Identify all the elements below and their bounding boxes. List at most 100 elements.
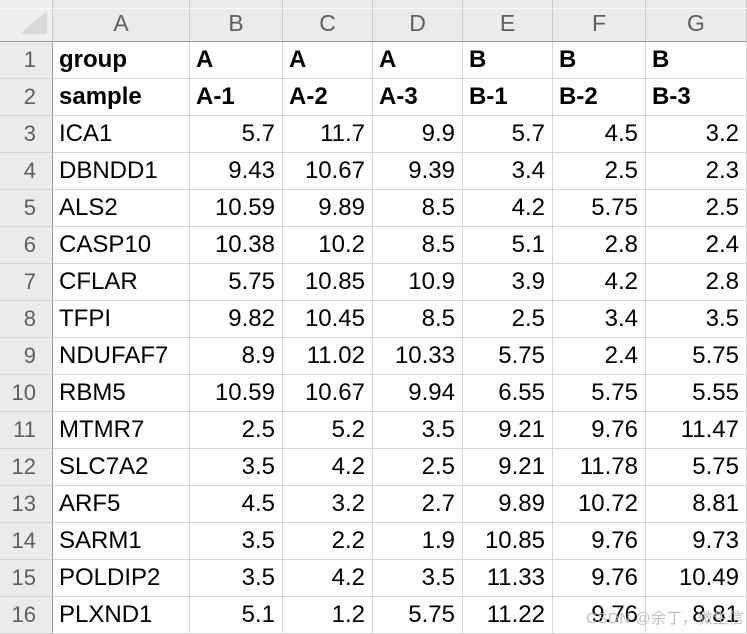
cell-A2[interactable]: sample — [53, 79, 190, 116]
cell-G14[interactable]: 9.73 — [646, 523, 747, 560]
cell-B12[interactable]: 3.5 — [190, 449, 283, 486]
cell-D5[interactable]: 8.5 — [373, 190, 463, 227]
cell-E8[interactable]: 2.5 — [463, 301, 553, 338]
cell-C15[interactable]: 4.2 — [283, 560, 373, 597]
cell-D8[interactable]: 8.5 — [373, 301, 463, 338]
cell-B10[interactable]: 10.59 — [190, 375, 283, 412]
cell-E12[interactable]: 9.21 — [463, 449, 553, 486]
cell-A7[interactable]: CFLAR — [53, 264, 190, 301]
cell-G16[interactable]: 8.81 — [646, 597, 747, 634]
cell-D16[interactable]: 5.75 — [373, 597, 463, 634]
column-header-B[interactable]: B — [190, 0, 283, 42]
cell-D13[interactable]: 2.7 — [373, 486, 463, 523]
column-header-F[interactable]: F — [553, 0, 646, 42]
cell-D1[interactable]: A — [373, 42, 463, 79]
cell-C8[interactable]: 10.45 — [283, 301, 373, 338]
cell-E2[interactable]: B-1 — [463, 79, 553, 116]
cell-F15[interactable]: 9.76 — [553, 560, 646, 597]
cell-D11[interactable]: 3.5 — [373, 412, 463, 449]
cell-A13[interactable]: ARF5 — [53, 486, 190, 523]
cell-A4[interactable]: DBNDD1 — [53, 153, 190, 190]
cell-F14[interactable]: 9.76 — [553, 523, 646, 560]
cell-B15[interactable]: 3.5 — [190, 560, 283, 597]
row-header-2[interactable]: 2 — [0, 79, 53, 116]
cell-F8[interactable]: 3.4 — [553, 301, 646, 338]
cell-A15[interactable]: POLDIP2 — [53, 560, 190, 597]
cell-A10[interactable]: RBM5 — [53, 375, 190, 412]
cell-A16[interactable]: PLXND1 — [53, 597, 190, 634]
cell-D4[interactable]: 9.39 — [373, 153, 463, 190]
cell-D10[interactable]: 9.94 — [373, 375, 463, 412]
cell-A14[interactable]: SARM1 — [53, 523, 190, 560]
row-header-5[interactable]: 5 — [0, 190, 53, 227]
cell-B11[interactable]: 2.5 — [190, 412, 283, 449]
cell-E5[interactable]: 4.2 — [463, 190, 553, 227]
row-header-1[interactable]: 1 — [0, 42, 53, 79]
cell-C16[interactable]: 1.2 — [283, 597, 373, 634]
row-header-3[interactable]: 3 — [0, 116, 53, 153]
cell-E1[interactable]: B — [463, 42, 553, 79]
row-header-15[interactable]: 15 — [0, 560, 53, 597]
cell-E6[interactable]: 5.1 — [463, 227, 553, 264]
cell-E15[interactable]: 11.33 — [463, 560, 553, 597]
cell-B14[interactable]: 3.5 — [190, 523, 283, 560]
cell-D12[interactable]: 2.5 — [373, 449, 463, 486]
cell-E10[interactable]: 6.55 — [463, 375, 553, 412]
cell-B5[interactable]: 10.59 — [190, 190, 283, 227]
cell-A9[interactable]: NDUFAF7 — [53, 338, 190, 375]
cell-D9[interactable]: 10.33 — [373, 338, 463, 375]
cell-G2[interactable]: B-3 — [646, 79, 747, 116]
cell-E14[interactable]: 10.85 — [463, 523, 553, 560]
cell-E11[interactable]: 9.21 — [463, 412, 553, 449]
cell-C1[interactable]: A — [283, 42, 373, 79]
cell-C6[interactable]: 10.2 — [283, 227, 373, 264]
cell-E4[interactable]: 3.4 — [463, 153, 553, 190]
row-header-10[interactable]: 10 — [0, 375, 53, 412]
column-header-E[interactable]: E — [463, 0, 553, 42]
row-header-8[interactable]: 8 — [0, 301, 53, 338]
cell-B6[interactable]: 10.38 — [190, 227, 283, 264]
cell-A6[interactable]: CASP10 — [53, 227, 190, 264]
cell-F7[interactable]: 4.2 — [553, 264, 646, 301]
cell-B9[interactable]: 8.9 — [190, 338, 283, 375]
cell-B4[interactable]: 9.43 — [190, 153, 283, 190]
cell-B8[interactable]: 9.82 — [190, 301, 283, 338]
column-header-A[interactable]: A — [53, 0, 190, 42]
cell-F13[interactable]: 10.72 — [553, 486, 646, 523]
cell-F4[interactable]: 2.5 — [553, 153, 646, 190]
cell-C12[interactable]: 4.2 — [283, 449, 373, 486]
cell-E3[interactable]: 5.7 — [463, 116, 553, 153]
cell-C10[interactable]: 10.67 — [283, 375, 373, 412]
cell-F11[interactable]: 9.76 — [553, 412, 646, 449]
cell-A11[interactable]: MTMR7 — [53, 412, 190, 449]
cell-E9[interactable]: 5.75 — [463, 338, 553, 375]
cell-C7[interactable]: 10.85 — [283, 264, 373, 301]
column-header-G[interactable]: G — [646, 0, 747, 42]
cell-B2[interactable]: A-1 — [190, 79, 283, 116]
cell-G1[interactable]: B — [646, 42, 747, 79]
row-header-13[interactable]: 13 — [0, 486, 53, 523]
cell-A12[interactable]: SLC7A2 — [53, 449, 190, 486]
cell-C5[interactable]: 9.89 — [283, 190, 373, 227]
cell-B13[interactable]: 4.5 — [190, 486, 283, 523]
cell-G12[interactable]: 5.75 — [646, 449, 747, 486]
cell-E16[interactable]: 11.22 — [463, 597, 553, 634]
cell-G8[interactable]: 3.5 — [646, 301, 747, 338]
row-header-14[interactable]: 14 — [0, 523, 53, 560]
cell-F5[interactable]: 5.75 — [553, 190, 646, 227]
cell-C9[interactable]: 11.02 — [283, 338, 373, 375]
cell-A3[interactable]: ICA1 — [53, 116, 190, 153]
cell-G9[interactable]: 5.75 — [646, 338, 747, 375]
cell-F16[interactable]: 9.76 — [553, 597, 646, 634]
cell-D15[interactable]: 3.5 — [373, 560, 463, 597]
cell-G15[interactable]: 10.49 — [646, 560, 747, 597]
row-header-16[interactable]: 16 — [0, 597, 53, 634]
row-header-9[interactable]: 9 — [0, 338, 53, 375]
cell-D2[interactable]: A-3 — [373, 79, 463, 116]
cell-B1[interactable]: A — [190, 42, 283, 79]
cell-G4[interactable]: 2.3 — [646, 153, 747, 190]
cell-F6[interactable]: 2.8 — [553, 227, 646, 264]
select-all-corner[interactable] — [0, 0, 53, 42]
cell-C4[interactable]: 10.67 — [283, 153, 373, 190]
row-header-4[interactable]: 4 — [0, 153, 53, 190]
